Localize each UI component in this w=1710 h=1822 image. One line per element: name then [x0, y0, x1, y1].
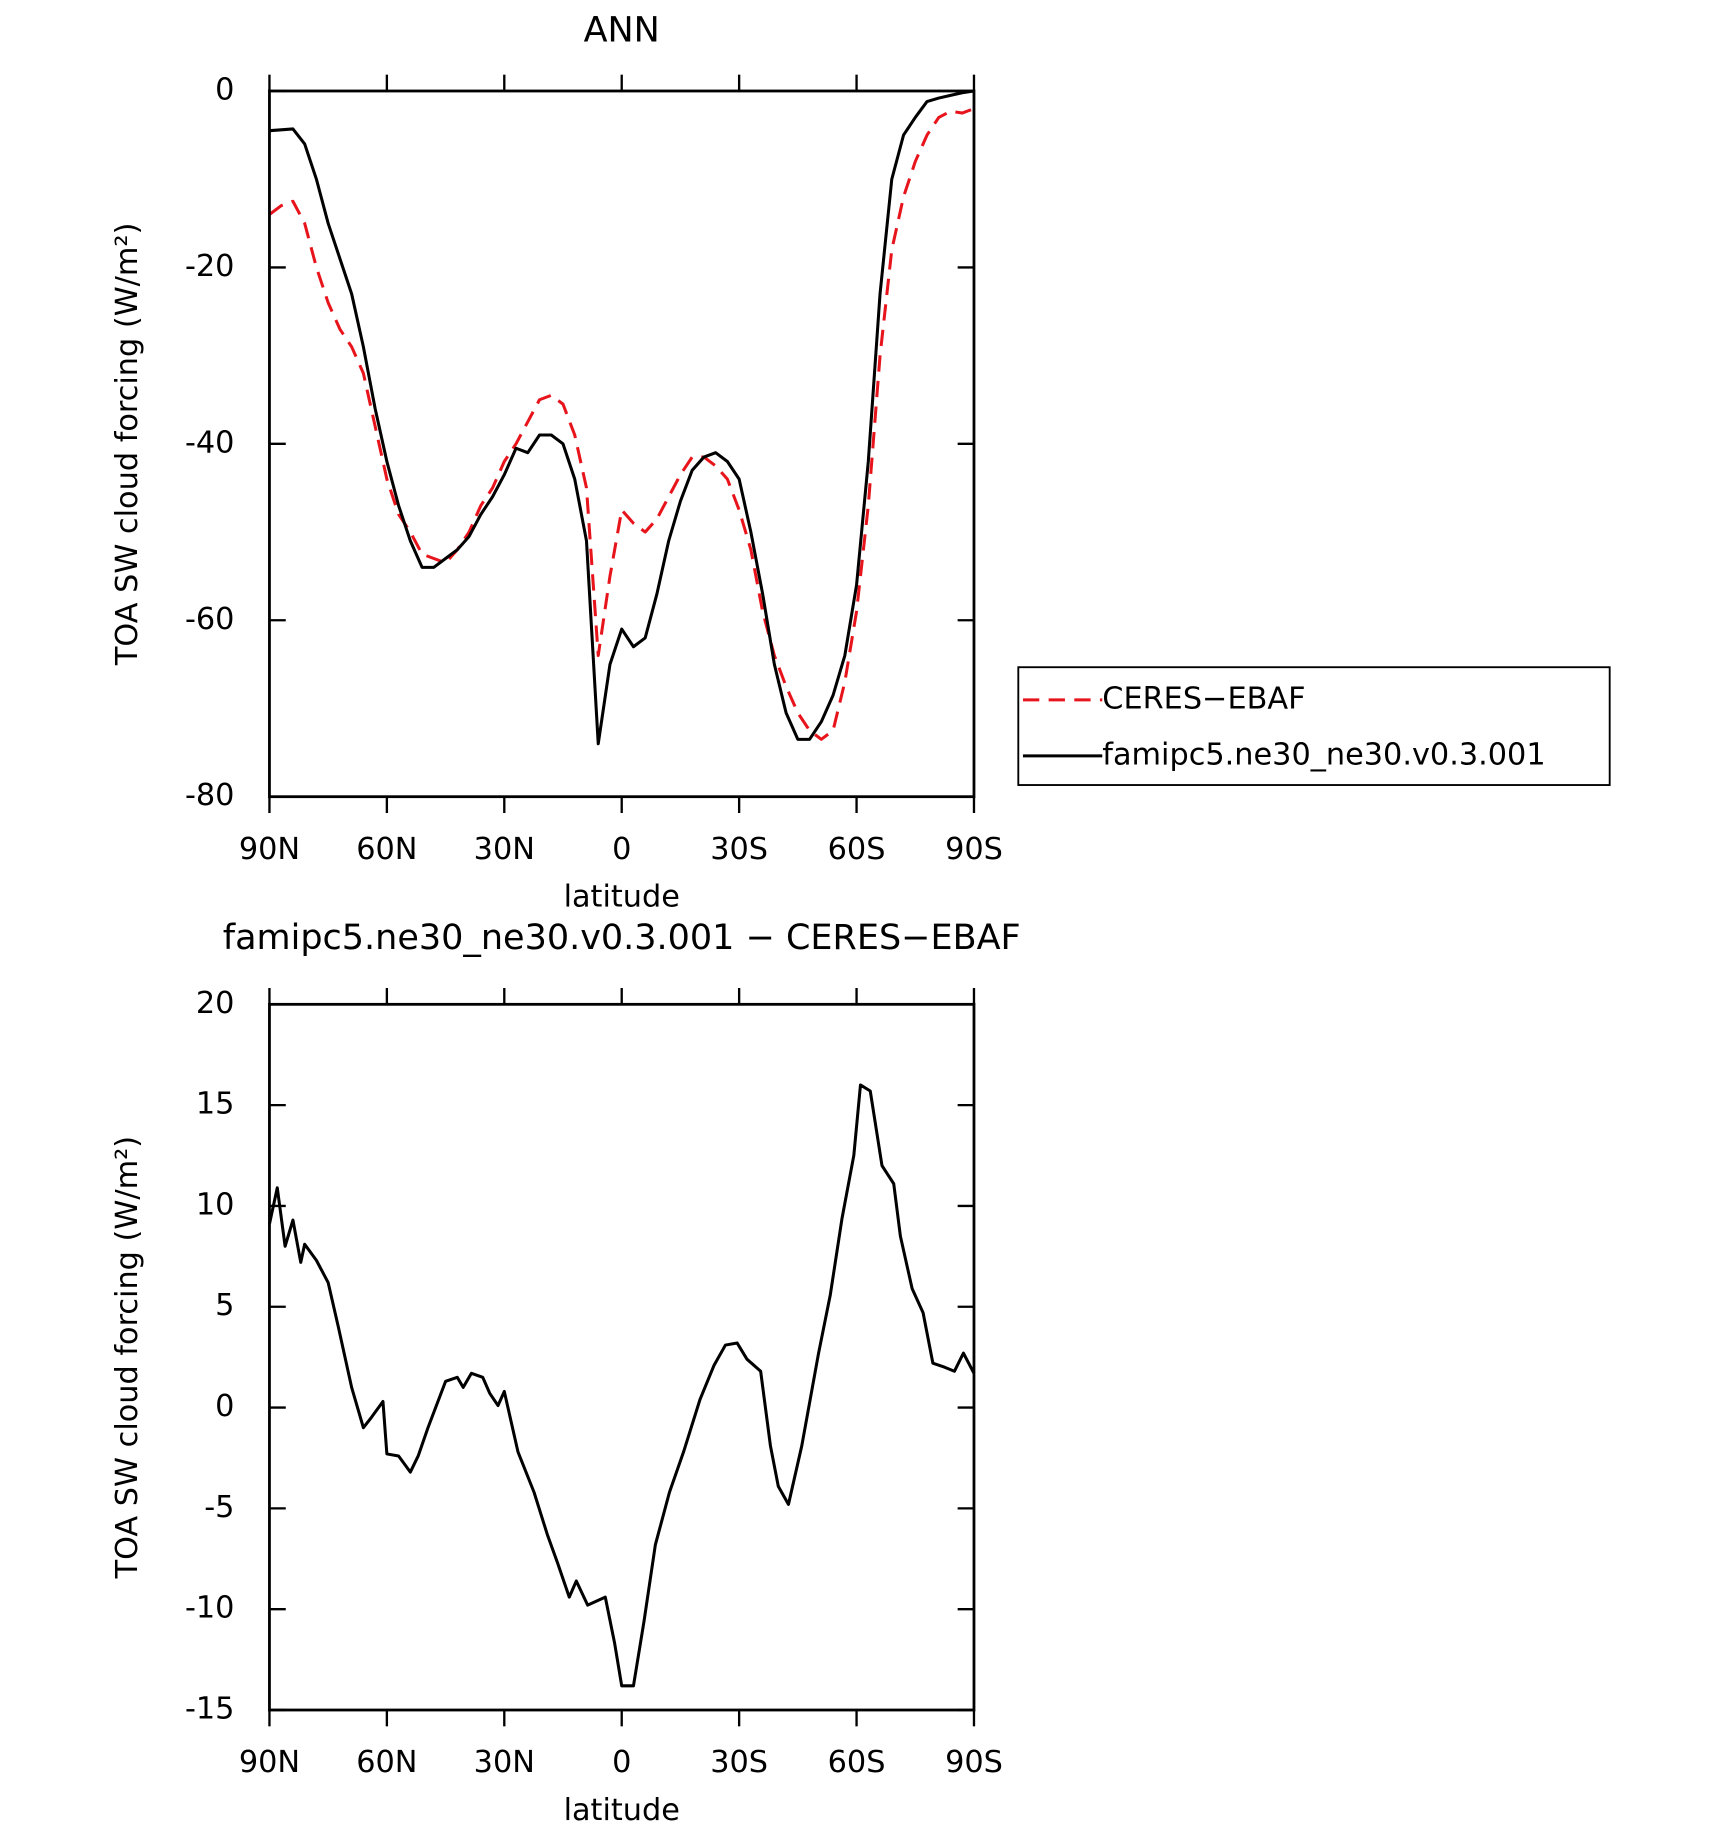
x-tick-label: 90S: [945, 1745, 1003, 1780]
x-tick-label: 60N: [356, 832, 417, 867]
x-tick-label: 90N: [239, 1745, 300, 1780]
x-tick-label: 90N: [239, 832, 300, 867]
y-tick-label: 0: [215, 72, 234, 107]
y-tick-label: -60: [185, 602, 235, 637]
y-tick-label: 15: [196, 1087, 235, 1122]
x-tick-label: 30N: [474, 1745, 535, 1780]
data-line: [269, 89, 975, 746]
data-line: [267, 1083, 976, 1688]
y-axis-label: TOA SW cloud forcing (W/m²): [110, 1136, 145, 1579]
x-tick-label: 30N: [474, 832, 535, 867]
plot-frame: [268, 89, 976, 799]
y-axis-label: TOA SW cloud forcing (W/m²): [110, 223, 145, 667]
y-tick-label: -40: [185, 425, 235, 460]
legend-label: CERES−EBAF: [1102, 681, 1305, 716]
x-tick-label: 30S: [710, 1745, 768, 1780]
y-tick-label: 5: [215, 1288, 234, 1323]
plot-frame: [268, 1002, 976, 1712]
chart-title: famipc5.ne30_ne30.v0.3.001 − CERES−EBAF: [223, 918, 1021, 958]
y-tick-label: -80: [185, 778, 235, 813]
y-tick-label: 20: [196, 986, 235, 1021]
legend-box: [1017, 666, 1611, 786]
y-tick-label: 10: [196, 1187, 235, 1222]
x-tick-label: 30S: [710, 832, 768, 867]
x-tick-label: 90S: [945, 832, 1003, 867]
y-tick-label: 0: [215, 1389, 234, 1424]
x-tick-label: 60S: [828, 832, 886, 867]
y-tick-label: -10: [185, 1591, 235, 1626]
x-tick-label: 0: [612, 1745, 631, 1780]
y-tick-label: -20: [185, 249, 235, 284]
legend-label: famipc5.ne30_ne30.v0.3.001: [1102, 737, 1545, 772]
x-axis-label: latitude: [564, 880, 680, 915]
x-tick-label: 0: [612, 832, 631, 867]
y-tick-label: -5: [204, 1490, 234, 1525]
x-axis-label: latitude: [564, 1793, 680, 1822]
x-tick-label: 60S: [828, 1745, 886, 1780]
chart-title: ANN: [584, 11, 660, 51]
y-tick-label: -15: [185, 1692, 235, 1727]
data-line: [268, 107, 975, 741]
x-tick-label: 60N: [356, 1745, 417, 1780]
